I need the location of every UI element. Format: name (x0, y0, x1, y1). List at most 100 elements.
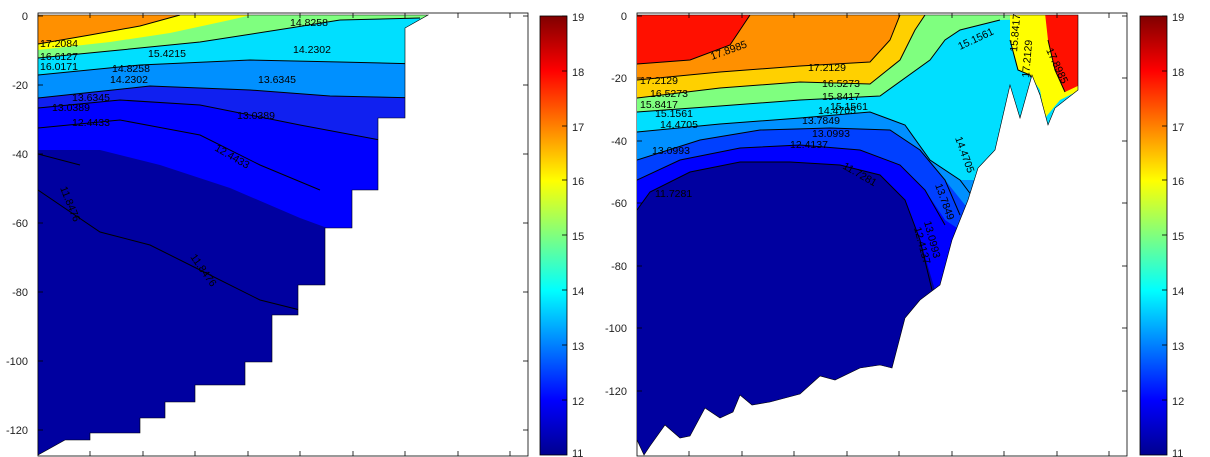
contour-label: 17.2129 (1020, 39, 1035, 78)
contour-label: 14.4705 (818, 105, 856, 117)
contour-label: 13.0993 (652, 145, 690, 157)
right-contour-line (637, 144, 946, 226)
y-tick-label: -120 (6, 425, 28, 437)
right-contour-line (637, 111, 976, 201)
left-contour-line (38, 189, 301, 311)
right-contour-line (637, 15, 901, 81)
contour-label: 14.8258 (112, 63, 150, 75)
contour-label: 13.0389 (237, 110, 275, 122)
y-tick-label: -40 (611, 136, 627, 148)
contour-label: 15.1561 (655, 108, 693, 120)
contour-label: 16.6127 (40, 51, 78, 63)
right-contour-line (1047, 39, 1066, 93)
colorbar-tick-label: 14 (1172, 286, 1184, 298)
contour-label: 12.4137 (790, 139, 828, 151)
left-y-ticks (38, 15, 528, 431)
colorbar-ticks (562, 15, 567, 401)
right-x-ticks (688, 13, 1110, 456)
left-contour-labels: 17.2084 16.6127 16.0171 15.4215 14.8258 … (40, 17, 331, 289)
contour-label: 17.2129 (640, 75, 678, 87)
colorbar-gradient (539, 15, 568, 456)
colorbar-gradient (1139, 15, 1168, 456)
right-colorbar: 19 18 17 16 15 14 13 12 11 (1139, 12, 1184, 457)
contour-label: 12.4433 (72, 117, 110, 129)
right-plot: 17.8985 17.2129 17.2129 16.5273 16.5273 … (605, 11, 1128, 457)
contour-label: 17.2084 (40, 38, 78, 50)
colorbar-tick-label: 16 (572, 176, 584, 188)
y-tick-label: -80 (611, 261, 627, 273)
y-tick-label: -60 (12, 218, 28, 230)
right-fill-18 (637, 15, 750, 64)
right-contour-line (637, 15, 751, 65)
right-fill-channel-red (1045, 15, 1078, 92)
contour-label: 14.2302 (293, 44, 331, 56)
y-tick-label: -20 (611, 73, 627, 85)
y-tick-label: 0 (22, 11, 28, 23)
right-contour-line (637, 161, 933, 291)
contour-label: 15.1561 (830, 101, 868, 113)
contour-label: 13.0389 (52, 102, 90, 114)
contour-label: 13.6345 (72, 92, 110, 104)
colorbar-tick-label: 11 (1172, 448, 1183, 457)
contour-label: 15.4215 (148, 48, 186, 60)
contour-label: 11.7281 (655, 188, 692, 200)
colorbar-ticks (1162, 15, 1167, 401)
colorbar-tick-label: 11 (572, 448, 583, 457)
y-tick-label: 0 (621, 11, 627, 23)
contour-label: 14.2302 (110, 74, 148, 86)
left-contour-line (38, 15, 181, 45)
colorbar-tick-label: 19 (572, 12, 584, 24)
left-contour-line (38, 119, 321, 191)
right-contour-line (637, 19, 1001, 113)
y-tick-label: -100 (6, 356, 28, 368)
colorbar-tick-label: 12 (1172, 396, 1184, 408)
contour-label: 17.2129 (808, 62, 846, 74)
colorbar-tick-label: 17 (572, 122, 584, 134)
left-colorbar: 19 18 17 16 15 14 13 12 11 (539, 12, 584, 457)
colorbar-tick-label: 13 (572, 341, 584, 353)
left-contour-line (38, 59, 421, 76)
colorbar-tick-label: 18 (572, 67, 584, 79)
contour-label: 13.6345 (258, 74, 296, 86)
contour-label: 15.8417 (822, 91, 860, 103)
colorbar-tick-label: 15 (1172, 231, 1184, 243)
contour-label: 13.7849 (802, 115, 840, 127)
left-data-outline (37, 14, 430, 456)
y-tick-label: -100 (605, 323, 627, 335)
left-contour-line (38, 85, 421, 99)
left-contour-line (38, 17, 421, 59)
colorbar-tick-label: 18 (1172, 67, 1184, 79)
colorbar-tick-label: 15 (572, 231, 584, 243)
right-y-ticks (637, 15, 1127, 392)
left-contour-line (38, 99, 381, 141)
colorbar-tick-label: 19 (1172, 12, 1184, 24)
contour-label: 13.0993 (812, 128, 850, 140)
right-contour-line (637, 15, 926, 99)
contour-label: 16.0171 (40, 61, 78, 73)
y-tick-label: -80 (12, 287, 28, 299)
left-contour-fills (38, 15, 428, 455)
contour-label: 14.8258 (290, 17, 328, 29)
left-plot: 17.2084 16.6127 16.0171 15.4215 14.8258 … (6, 11, 529, 457)
colorbar-tick-label: 14 (572, 286, 584, 298)
contour-label: 15.8417 (1008, 13, 1023, 52)
left-contour-line (38, 153, 81, 166)
left-fill-17 (38, 15, 180, 44)
colorbar-tick-label: 16 (1172, 176, 1184, 188)
contour-label: 14.4705 (660, 119, 698, 131)
left-y-axis: 0 -20 -40 -60 -80 -100 -120 (6, 11, 28, 437)
contour-label: 16.5273 (822, 78, 860, 90)
y-tick-label: -60 (611, 198, 627, 210)
contour-label: 15.8417 (640, 99, 678, 111)
colorbar-tick-label: 12 (572, 396, 584, 408)
colorbar-tick-label: 17 (1172, 122, 1184, 134)
colorbar-tick-label: 13 (1172, 341, 1184, 353)
y-tick-label: -40 (12, 149, 28, 161)
right-y-axis: 0 -20 -40 -60 -80 -100 -120 (605, 11, 627, 398)
contour-label: 16.5273 (650, 88, 688, 100)
y-tick-label: -120 (605, 386, 627, 398)
y-tick-label: -20 (12, 80, 28, 92)
left-x-ticks (89, 13, 511, 456)
right-data-outline (636, 14, 1079, 456)
